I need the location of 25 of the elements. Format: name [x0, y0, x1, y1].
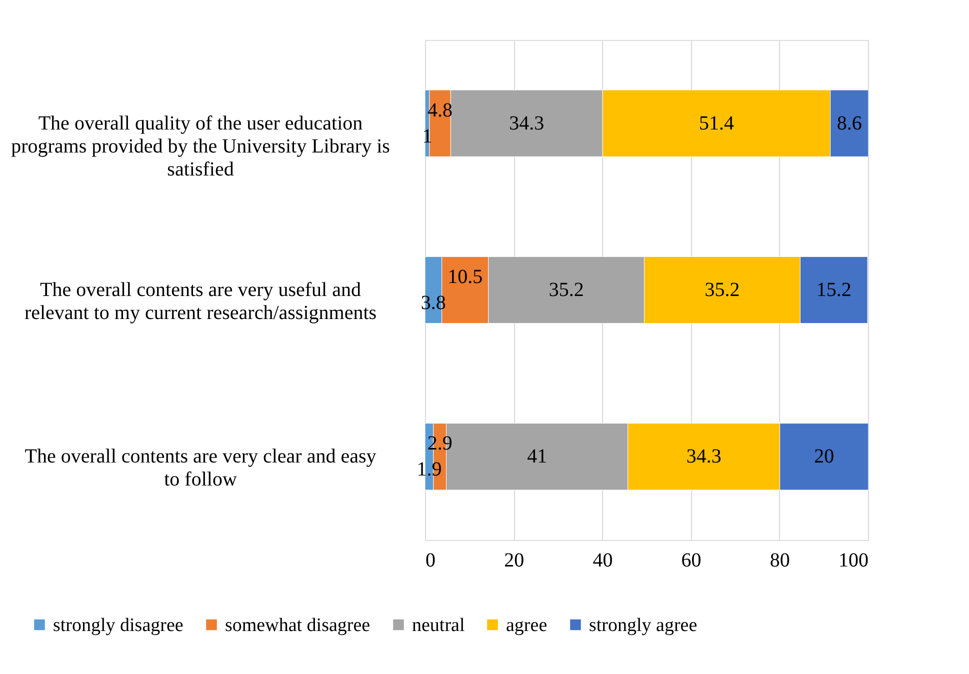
x-tick-label: 20	[504, 550, 524, 572]
data-label: 35.2	[704, 279, 740, 301]
legend-label: agree	[506, 614, 548, 636]
legend-label: somewhat disagree	[225, 614, 370, 636]
data-label: 8.6	[836, 112, 862, 134]
legend-label: neutral	[412, 614, 465, 636]
data-label: 20	[814, 446, 834, 468]
y-tick-label: The overall contents are very useful and relevant to my current research/assignments	[24, 279, 377, 324]
y-tick-label: The overall quality of the user education programs provided by the University Library is satisfied	[11, 112, 390, 180]
legend-label: strongly agree	[589, 614, 698, 636]
x-tick-label: 100	[838, 550, 868, 572]
x-tick-label: 0	[426, 550, 436, 572]
data-label: 41	[527, 446, 548, 468]
data-label: 34.3	[686, 446, 722, 468]
x-tick-label: 40	[592, 550, 613, 572]
x-tick-label: 80	[770, 550, 790, 572]
data-label: 51.4	[698, 112, 734, 134]
legend-label: strongly disagree	[53, 614, 184, 636]
data-label: 34.3	[509, 112, 544, 134]
data-label: 35.2	[548, 279, 584, 301]
data-label: 10.5	[448, 266, 483, 288]
data-label: 15.2	[816, 279, 852, 301]
data-label: 1.9	[416, 458, 442, 481]
y-tick-label: The overall contents are very clear and easy to follow	[24, 446, 376, 491]
x-tick-label: 60	[681, 550, 702, 572]
